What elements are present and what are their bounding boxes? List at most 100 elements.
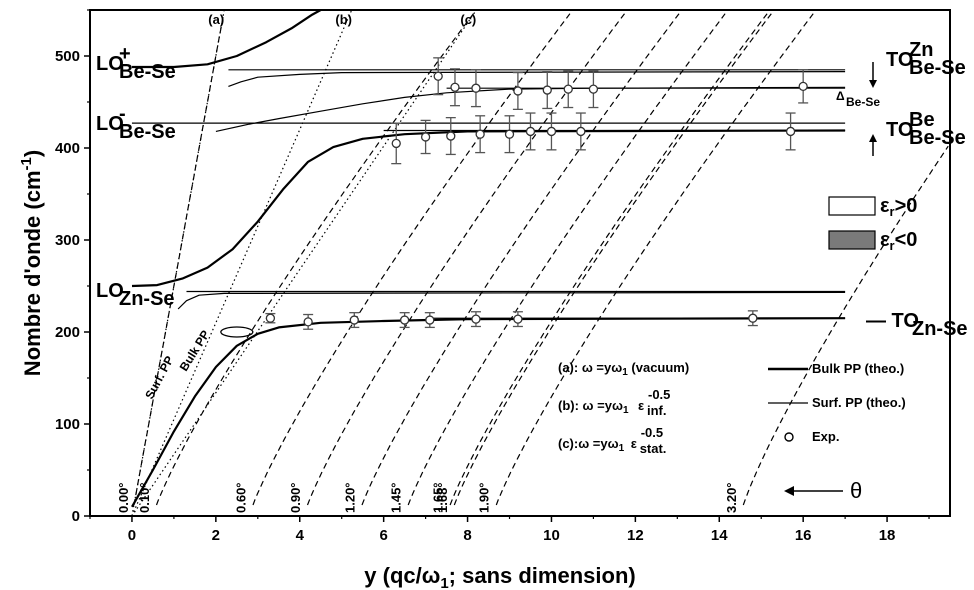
epsilon-label-1: εr<0 [880,229,917,253]
exp-marker [446,131,456,141]
y-tick-label-2: 200 [55,324,80,341]
exp-point-4 [424,312,435,329]
exp-marker [798,81,808,92]
exp-marker [785,126,796,137]
label-lo-znse-sub: Zn-Se [119,288,175,310]
exp-marker [450,82,460,92]
exp-marker [748,313,758,323]
exp-marker [399,315,410,325]
exp-point-2 [349,312,360,329]
angle-label-5: 1.45° [389,482,404,513]
formula-2: (c):ω =yω1 [558,436,625,454]
legend-swatch-2 [784,432,794,442]
angle-curve-8 [495,13,814,506]
epsilon-label-0: εr>0 [880,195,917,219]
label-lo-plus-base: LO [96,53,124,75]
angle-label-0: 0.00° [116,482,131,513]
exp-point-17 [433,57,444,96]
bulk-pp-curve-middle [131,129,846,288]
angle-curve-4 [361,13,680,506]
legend-label-0: Bulk PP (theo.) [812,361,904,376]
angle-curve-1 [155,13,474,506]
exp-marker [525,126,536,137]
label-delta: Δ [836,89,845,103]
angle-curve-5 [407,13,726,506]
surf-pp-label: Surf. PP [142,354,176,402]
angle-curve-7 [453,13,772,506]
label-lo-minus-base: LO [96,113,124,135]
exp-marker [576,126,586,137]
exp-marker [303,317,313,327]
exp-marker [391,138,401,149]
x-tick-label-3: 6 [379,527,387,544]
exp-point-19 [470,69,481,108]
light-line-label-2: (c) [460,12,476,27]
label-lo-minus-sub: Be-Se [119,121,176,143]
exp-marker [471,314,481,324]
formula-eps-sup-2: -0.5 [641,425,663,440]
bulk-pp-label: Bulk PP [177,328,213,374]
angle-curves: 0.00° 0.10° 0.60° 0.90° 1.20° 1.45° 1.65°1.68°… [116,13,949,513]
x-tick-label-6: 12 [627,527,644,544]
label-to-zn-sup: Zn [909,39,933,61]
label-delta-sub: Be-Se [846,95,880,109]
exp-marker [513,314,523,324]
angle-curve-6 [449,13,768,506]
exp-marker [265,313,276,323]
exp-marker [513,86,523,96]
exp-point-10 [445,116,456,156]
x-tick-label-4: 8 [463,527,471,544]
angle-label-2: 0.60° [233,482,248,513]
exp-marker [433,71,443,81]
angle-label-8: 1.90° [477,482,492,513]
label-lo-plus: LO+Be-Se [96,43,176,83]
label-to-zn-sub: Be-Se [909,57,966,79]
exp-point-7 [747,310,758,327]
exp-point-23 [588,70,599,109]
theta-label: θ [850,478,862,503]
bulk-pp-curve-lower [131,317,846,508]
angle-curve-3 [306,13,625,506]
angle-label-6: 1.65° [431,482,446,513]
label-to-be-base: TO [886,119,913,141]
exp-point-3 [399,312,410,329]
label-lo-znse-base: LO [96,280,124,302]
legend: εr>0 εr<0 (a): ω =yω1 (vacuum) (b): ω =yω1 ε… [558,195,917,456]
formula-0: (a): ω =yω1 (vacuum) [558,360,689,378]
exp-point-14 [546,112,557,151]
label-to-be-sup: Be [909,109,935,131]
exp-point-16 [785,112,796,151]
formula-eps-sub-2: stat. [640,441,667,456]
surf-pp-curve-lower [177,291,846,310]
light-line-label-0: (a) [208,12,224,27]
formula-eps-sup-1: -0.5 [648,387,670,402]
y-tick-label-3: 300 [55,232,80,249]
label-lo-minus: LO-Be-Se [96,103,176,143]
label-to-znse-sub: Zn-Se [912,318,968,340]
exp-point-9 [420,119,431,155]
surf-pp-curves [177,71,846,310]
label-to-be-sub: Be-Se [909,127,966,149]
label-lo-plus-sub: Be-Se [119,61,176,83]
x-axis-title: y (qc/ω1; sans dimension) [364,563,635,590]
angle-curve-0 [133,13,225,506]
x-tick-label-7: 14 [711,527,728,544]
exp-marker [420,132,431,142]
angle-curve-9 [742,145,949,506]
y-tick-label-1: 100 [55,416,80,433]
x-tick-label-1: 2 [212,527,220,544]
exp-point-13 [525,112,536,151]
y-axis-title-group: Nombre d'onde (cm-1) [18,150,45,376]
delta-arrowhead-bottom [869,134,877,142]
label-lo-minus-sup: - [119,103,126,125]
exp-point-12 [504,115,515,154]
exp-marker [542,85,552,95]
exp-point-20 [512,71,523,111]
exp-marker [563,84,573,94]
exp-point-21 [542,70,553,110]
bulk-pp-curves [131,9,846,508]
y-tick-label-5: 500 [55,48,80,65]
